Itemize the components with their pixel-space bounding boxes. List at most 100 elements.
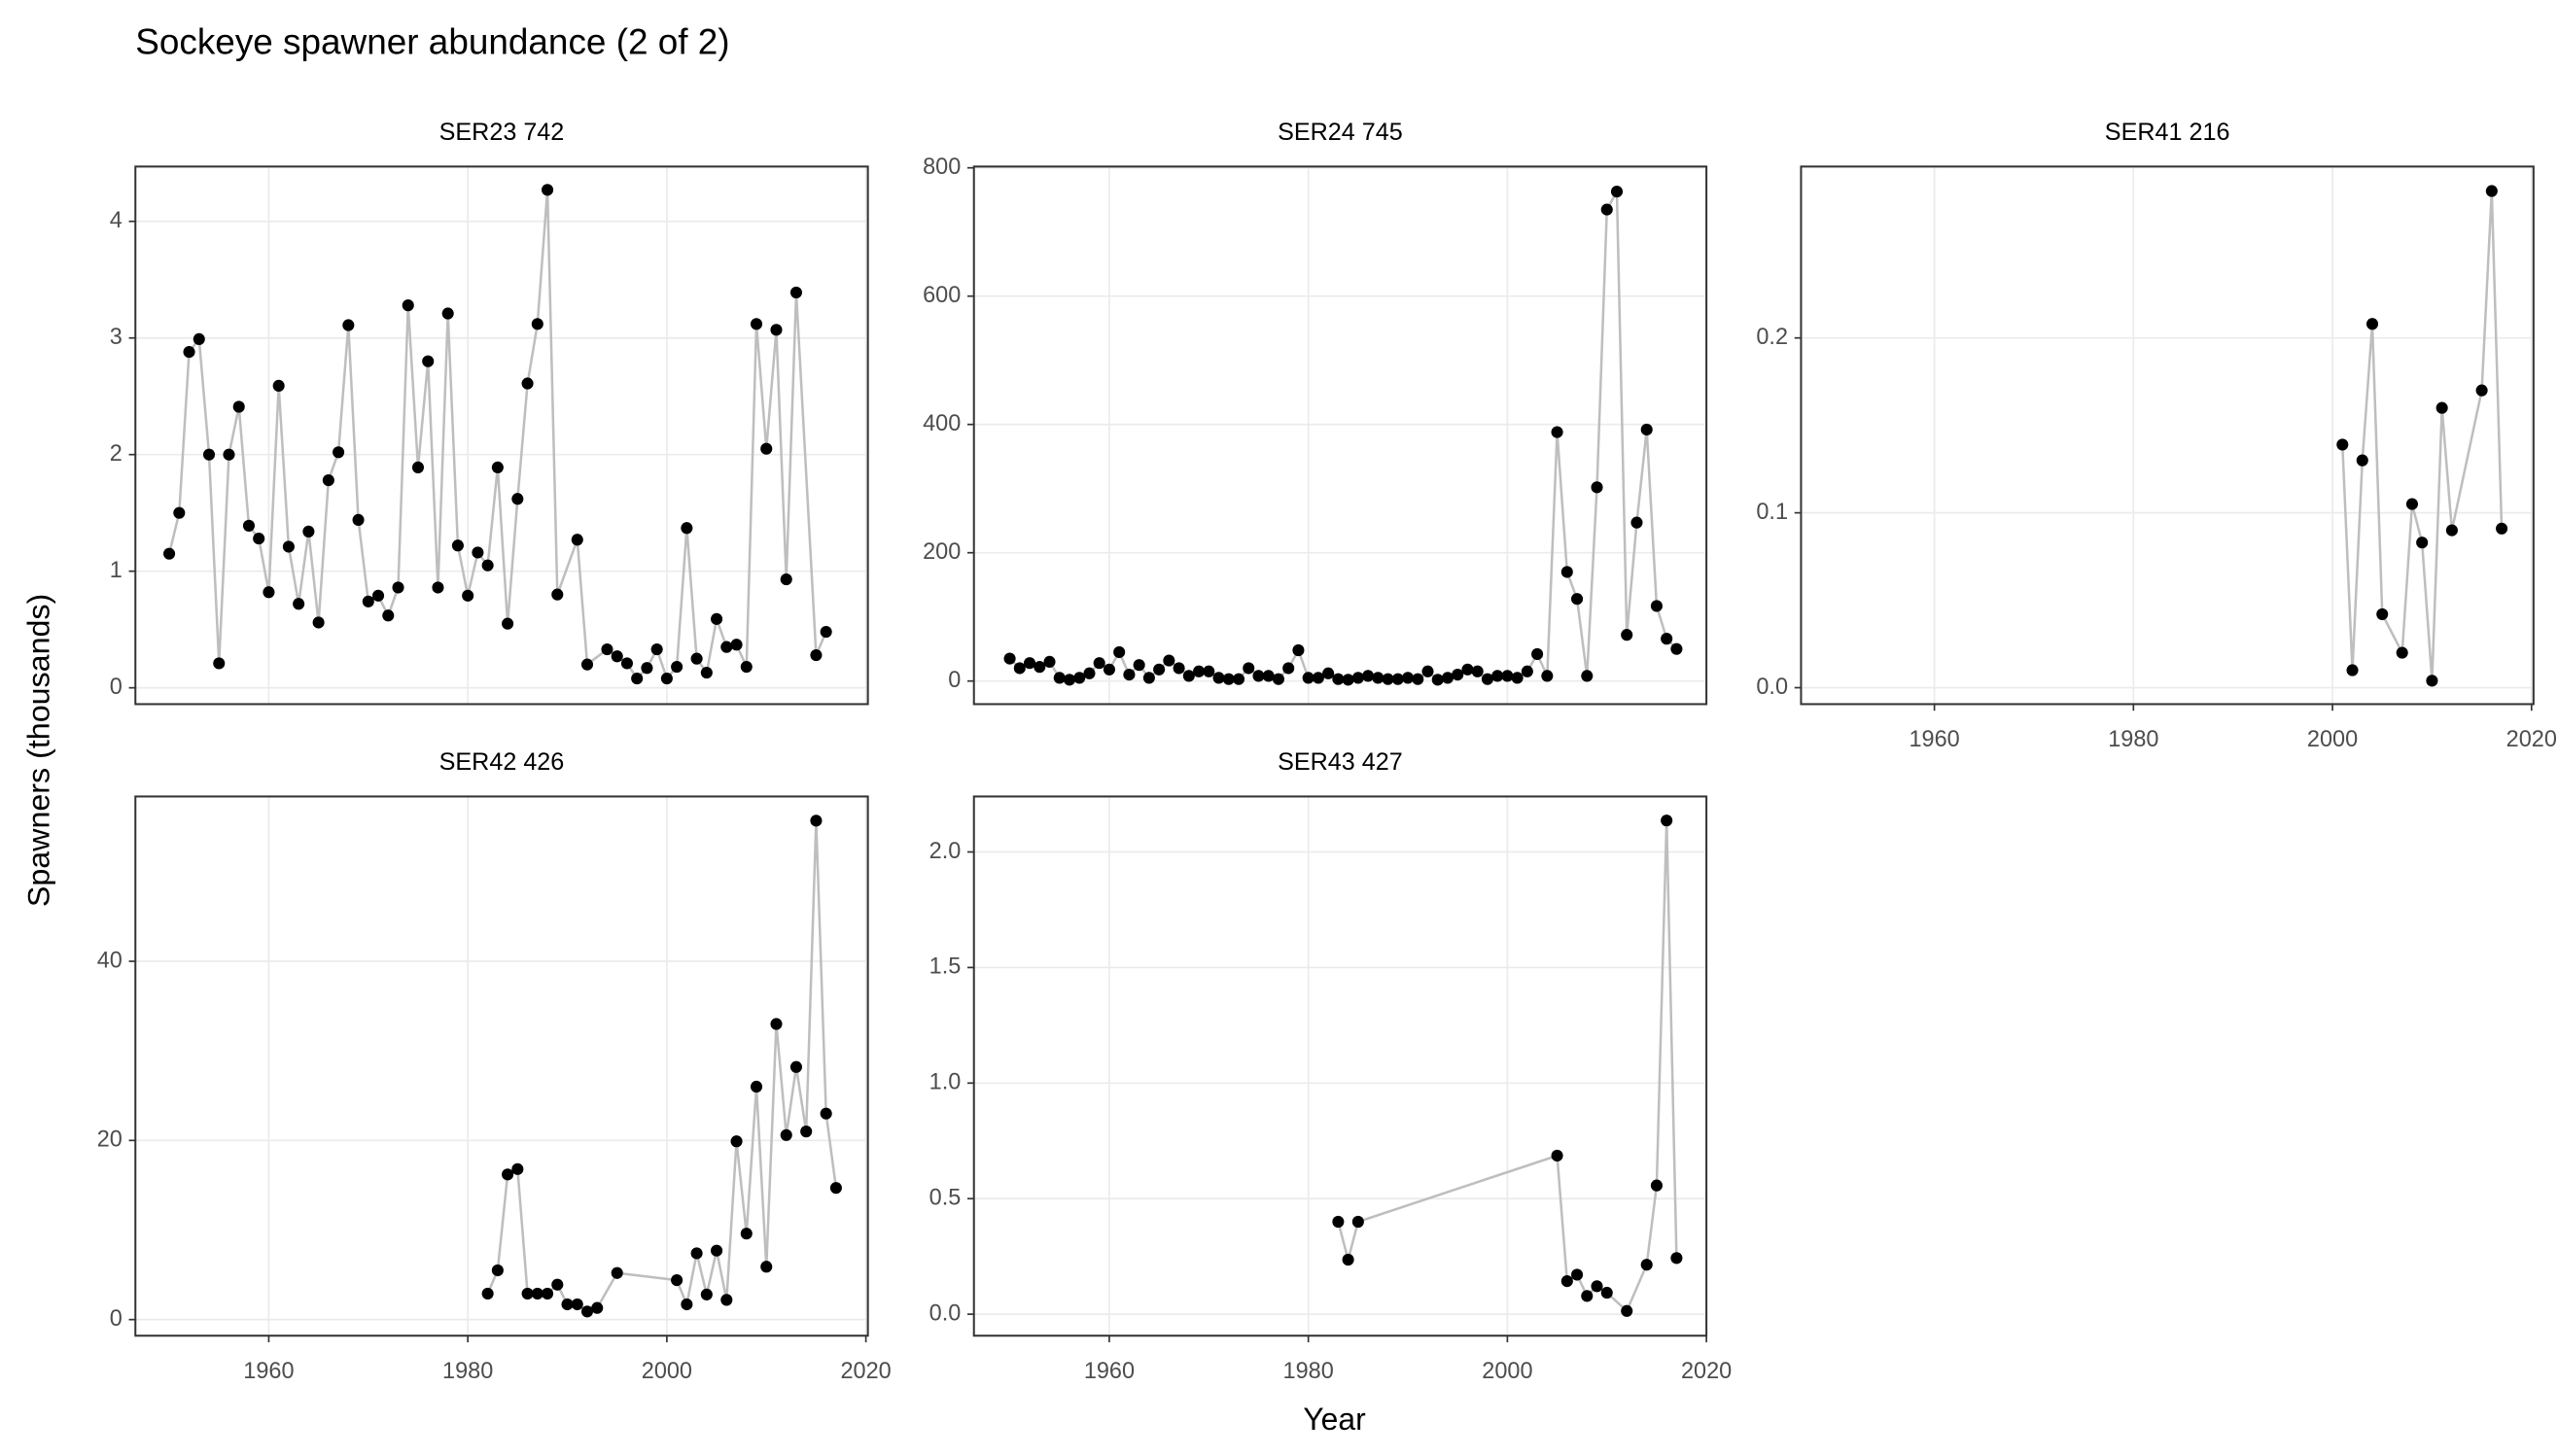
data-point bbox=[1560, 566, 1573, 578]
panel: SER23 742 0 1 2 3 4 bbox=[110, 119, 869, 706]
data-point bbox=[2336, 438, 2349, 451]
data-point bbox=[1262, 670, 1275, 682]
data-point bbox=[1481, 673, 1493, 685]
x-tick-label: 2020 bbox=[2506, 727, 2557, 752]
panel-border bbox=[134, 795, 869, 1337]
data-point bbox=[1351, 1215, 1364, 1229]
data-point bbox=[422, 355, 435, 367]
data-point bbox=[770, 324, 783, 336]
data-point bbox=[1173, 662, 1185, 675]
data-point bbox=[502, 617, 514, 630]
data-point bbox=[322, 473, 334, 487]
data-point bbox=[591, 1301, 604, 1314]
data-point bbox=[690, 1247, 703, 1260]
strip-title: SER42 426 bbox=[439, 748, 565, 776]
data-point bbox=[1222, 673, 1235, 685]
data-point bbox=[700, 666, 713, 679]
data-point bbox=[1342, 674, 1354, 686]
panel-border bbox=[1800, 165, 2535, 706]
data-point bbox=[780, 1128, 792, 1141]
data-point bbox=[352, 513, 365, 526]
data-point bbox=[571, 534, 583, 546]
data-point bbox=[193, 332, 205, 346]
data-point bbox=[1600, 203, 1613, 216]
data-point bbox=[333, 446, 345, 459]
strip-title: SER23 742 bbox=[439, 119, 565, 146]
data-point bbox=[163, 547, 176, 560]
data-point bbox=[750, 1080, 763, 1093]
y-tick-label: 600 bbox=[923, 283, 961, 308]
data-point bbox=[502, 1168, 514, 1181]
data-point bbox=[561, 1298, 574, 1311]
data-point bbox=[223, 448, 235, 461]
panel: SER24 745 0 200 400 600 800 bbox=[923, 119, 1708, 706]
data-point bbox=[720, 1294, 733, 1306]
data-point bbox=[1621, 1304, 1633, 1317]
data-point bbox=[542, 1287, 554, 1300]
data-point bbox=[730, 1135, 743, 1148]
data-point bbox=[1640, 423, 1653, 436]
data-point bbox=[1441, 672, 1454, 684]
data-point bbox=[1142, 672, 1155, 684]
y-tick-label: 20 bbox=[97, 1127, 123, 1152]
data-point bbox=[1292, 643, 1305, 657]
strip-title: SER43 427 bbox=[1278, 748, 1403, 776]
data-point bbox=[2365, 318, 2379, 330]
y-tick-label: 200 bbox=[923, 539, 961, 565]
data-point bbox=[202, 448, 216, 461]
data-point bbox=[770, 1018, 783, 1030]
data-point bbox=[571, 1298, 583, 1311]
y-tick-label: 0.1 bbox=[1756, 500, 1788, 525]
data-point bbox=[551, 588, 564, 601]
x-tick-label: 1980 bbox=[2108, 727, 2158, 752]
y-tick-label: 0 bbox=[110, 1306, 123, 1332]
data-point bbox=[1670, 642, 1683, 655]
data-point bbox=[810, 815, 823, 827]
data-point bbox=[371, 589, 385, 602]
data-point bbox=[789, 1060, 802, 1073]
data-point bbox=[1053, 672, 1066, 684]
data-point bbox=[1551, 1149, 1563, 1162]
y-tick-label: 0.5 bbox=[929, 1185, 962, 1210]
x-tick-label: 1960 bbox=[1084, 1359, 1135, 1384]
data-point bbox=[272, 379, 285, 393]
data-point bbox=[760, 442, 773, 455]
series-line bbox=[486, 820, 838, 1313]
data-point bbox=[1243, 662, 1255, 675]
y-axis-label: Spawners (thousands) bbox=[21, 594, 56, 907]
data-point bbox=[1193, 665, 1206, 677]
data-point bbox=[740, 1228, 753, 1240]
data-point bbox=[2356, 454, 2368, 467]
data-point bbox=[820, 1107, 832, 1120]
data-point bbox=[521, 1287, 534, 1300]
data-point bbox=[1332, 1215, 1345, 1229]
data-point bbox=[1043, 655, 1056, 668]
data-point bbox=[2376, 607, 2389, 621]
data-point bbox=[432, 581, 444, 594]
data-point bbox=[750, 318, 763, 330]
data-point bbox=[1123, 668, 1136, 681]
y-tick-label: 1.5 bbox=[929, 954, 962, 980]
data-point bbox=[711, 612, 723, 625]
data-point bbox=[1063, 674, 1076, 686]
data-point bbox=[1591, 1280, 1603, 1293]
data-point bbox=[1232, 673, 1245, 685]
data-point bbox=[1541, 670, 1554, 682]
data-point bbox=[611, 1266, 623, 1279]
strip-title: SER41 216 bbox=[2105, 119, 2230, 146]
data-point bbox=[611, 650, 623, 663]
panel-border bbox=[972, 165, 1708, 706]
data-point bbox=[1401, 672, 1415, 684]
y-tick-label: 0.0 bbox=[1756, 675, 1788, 700]
data-point bbox=[402, 299, 414, 312]
data-point bbox=[481, 1287, 494, 1300]
data-point bbox=[1610, 185, 1624, 198]
data-point bbox=[1571, 593, 1584, 606]
data-point bbox=[1093, 657, 1105, 670]
data-point bbox=[641, 662, 653, 675]
data-point bbox=[2416, 537, 2429, 549]
data-point bbox=[1203, 665, 1215, 677]
data-point bbox=[1650, 600, 1663, 612]
x-tick-label: 2000 bbox=[2307, 727, 2358, 752]
data-point bbox=[1332, 673, 1345, 685]
